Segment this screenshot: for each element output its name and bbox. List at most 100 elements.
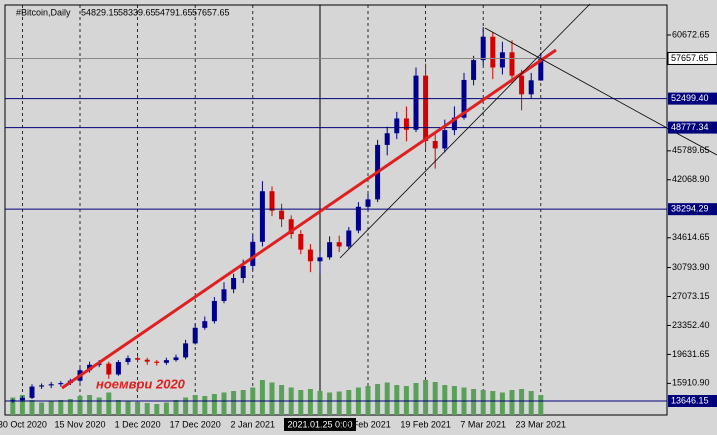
volume-bar: [519, 389, 525, 415]
candle-body: [394, 118, 400, 134]
current-price-label: 57657.65: [671, 53, 709, 63]
candle-body: [144, 359, 150, 362]
header-high: 58339.65: [118, 7, 156, 17]
volume-bar: [471, 389, 477, 415]
volume-bar: [19, 395, 25, 415]
candle-body: [125, 358, 131, 363]
x-tick-label: 7 Mar 2021: [460, 419, 506, 429]
candle-body: [48, 384, 54, 386]
crosshair-label: 2021.01.25 0:00: [287, 419, 352, 429]
candle-body: [288, 219, 294, 235]
volume-bar: [135, 402, 141, 415]
candle-body: [135, 358, 141, 360]
volume-bar: [77, 396, 83, 415]
candle-body: [221, 289, 227, 301]
volume-bar: [279, 385, 285, 415]
volume-bar: [538, 395, 544, 415]
volume-bar: [307, 389, 313, 415]
x-tick-label: 8 Feb 2021: [345, 419, 391, 429]
candle-body: [307, 249, 313, 262]
symbol-title: #Bitcoin,Daily: [16, 7, 71, 17]
volume-bar: [394, 385, 400, 415]
volume-bar: [173, 400, 179, 415]
candle-body: [231, 277, 237, 290]
volume-bar: [442, 385, 448, 415]
price-label: 38294.29: [671, 204, 709, 214]
volume-bar: [58, 400, 64, 415]
volume-bar: [298, 390, 304, 415]
volume-bar: [336, 391, 342, 415]
candle-body: [202, 321, 208, 328]
volume-bar: [87, 395, 93, 415]
volume-bar: [528, 391, 534, 415]
candle-body: [19, 397, 25, 401]
candle-body: [317, 257, 323, 262]
volume-bar: [480, 390, 486, 415]
volume-bar: [432, 382, 438, 415]
candle-body: [442, 130, 448, 149]
plot-area: [4, 4, 668, 416]
candle-body: [490, 36, 496, 68]
y-tick-label: 45789.65: [672, 145, 710, 155]
volume-bar: [423, 380, 429, 415]
volume-bar: [490, 391, 496, 415]
y-tick-label: 42068.90: [672, 174, 710, 184]
volume-bar: [115, 400, 121, 415]
volume-bar: [163, 402, 169, 415]
price-label: 48777.34: [671, 122, 709, 132]
volume-bar: [240, 390, 246, 415]
candle-body: [115, 362, 121, 375]
price-label: 52499.40: [671, 93, 709, 103]
y-tick-label: 60672.65: [672, 29, 710, 39]
candle-body: [423, 75, 429, 142]
candle-body: [365, 199, 371, 207]
candle-body: [403, 118, 409, 130]
x-tick-label: 30 Oct 2020: [0, 419, 47, 429]
current-price-bg: [667, 51, 717, 65]
candle-body: [480, 36, 486, 61]
volume-bar: [327, 392, 333, 415]
y-tick-label: 30793.90: [672, 262, 710, 272]
trend-line: [61, 48, 557, 390]
price-label-bg: [668, 92, 717, 105]
candle-body: [327, 242, 333, 258]
volume-bar: [29, 400, 35, 415]
price-label-bg: [668, 203, 717, 216]
volume-bar: [221, 392, 227, 415]
candle-body: [432, 141, 438, 149]
candle-body: [499, 52, 505, 68]
volume-bar: [202, 396, 208, 415]
volume-bar: [10, 397, 16, 415]
candle-body: [173, 357, 179, 361]
candle-body: [58, 383, 64, 385]
marks: [5, 5, 671, 415]
price-label: 13646.15: [671, 395, 709, 405]
x-tick-label: 17 Dec 2020: [170, 419, 221, 429]
volume-bar: [375, 384, 381, 415]
volume-bar: [269, 382, 275, 415]
x-tick-label: 2 Jan 2021: [231, 419, 276, 429]
volume-bar: [211, 394, 217, 415]
candle-body: [240, 265, 246, 278]
y-tick-label: 15910.90: [672, 378, 710, 388]
y-tick-label: 19631.65: [672, 349, 710, 359]
volume-bar: [96, 397, 102, 415]
volume-bar: [231, 391, 237, 415]
header-open: 54829.15: [81, 7, 119, 17]
volume-bar: [346, 390, 352, 415]
trend-line: [484, 27, 668, 129]
candle-body: [279, 210, 285, 220]
candle-body: [519, 75, 525, 95]
x-tick-label: 1 Dec 2020: [115, 419, 161, 429]
candle-body: [250, 241, 256, 266]
candle-body: [106, 363, 112, 375]
volume-bar: [509, 390, 515, 415]
price-label-bg: [668, 121, 717, 134]
header-low: 54791.65: [155, 7, 193, 17]
candle-body: [298, 234, 304, 250]
y-tick-label: 34614.65: [672, 232, 710, 242]
volume-bar: [413, 383, 419, 415]
y-tick-label: 27073.15: [672, 291, 710, 301]
volume-bar: [125, 401, 131, 415]
